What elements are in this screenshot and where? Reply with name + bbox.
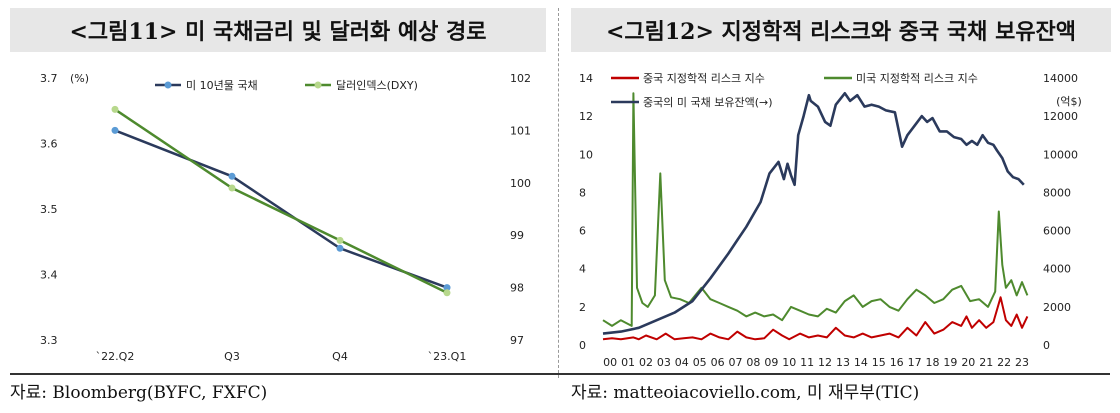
- left-axis-unit: (%): [70, 72, 89, 85]
- x-axis-tick-label: 06: [711, 356, 725, 369]
- x-axis-tick-label: Q3: [224, 350, 240, 363]
- x-axis-tick-label: `23.Q1: [428, 350, 467, 363]
- x-axis-tick-label: 04: [675, 356, 689, 369]
- x-axis-tick-label: 22: [997, 356, 1011, 369]
- legend-label: 미 10년물 국채: [186, 79, 258, 92]
- right-axis-tick-label: 8000: [1043, 186, 1071, 199]
- x-axis-tick-label: 00: [603, 356, 617, 369]
- x-axis-tick-label: 20: [961, 356, 975, 369]
- x-axis-tick-label: 15: [872, 356, 886, 369]
- left-axis-tick-label: 0: [579, 339, 586, 352]
- x-axis-tick-label: 08: [746, 356, 760, 369]
- x-axis-tick-label: 09: [764, 356, 778, 369]
- right-axis-tick-label: 10000: [1043, 148, 1078, 161]
- right-axis-tick-label: 6000: [1043, 225, 1071, 238]
- x-axis-tick-label: 10: [782, 356, 796, 369]
- left-axis-tick-label: 4: [579, 263, 586, 276]
- x-axis-tick-label: 16: [890, 356, 904, 369]
- left-axis-tick-label: 8: [579, 186, 586, 199]
- left-axis-tick-label: 3.7: [40, 72, 58, 85]
- right-axis-tick-label: 97: [510, 334, 524, 347]
- figure-12-source: 자료: matteoiacoviello.com, 미 재무부(TIC): [571, 383, 920, 403]
- figure-11-title: <그림11> 미 국채금리 및 달러화 예상 경로: [10, 8, 546, 52]
- right-axis-tick-label: 2000: [1043, 301, 1071, 314]
- x-axis-tick-label: 21: [979, 356, 993, 369]
- right-axis-unit: (억$): [1056, 95, 1082, 108]
- left-axis-tick-label: 12: [579, 110, 593, 123]
- x-axis-tick-label: 11: [800, 356, 814, 369]
- right-axis-tick-label: 0: [1043, 339, 1050, 352]
- legend-label: 달러인덱스(DXY): [336, 79, 418, 92]
- x-axis-tick-label: 17: [908, 356, 922, 369]
- x-axis-tick-label: 07: [729, 356, 743, 369]
- legend-label: 중국 지정학적 리스크 지수: [643, 72, 765, 85]
- data-point: [111, 105, 119, 113]
- series-line: [114, 108, 448, 294]
- x-axis-tick-label: 14: [854, 356, 868, 369]
- data-point: [336, 244, 344, 252]
- right-axis-tick-label: 100: [510, 177, 531, 190]
- right-axis-tick-label: 98: [510, 282, 524, 295]
- footer-rule: [10, 373, 1110, 375]
- x-axis-tick-label: 05: [693, 356, 707, 369]
- data-point: [228, 184, 236, 192]
- x-axis-tick-label: 01: [621, 356, 635, 369]
- x-axis-tick-label: 13: [836, 356, 850, 369]
- left-axis-tick-label: 2: [579, 301, 586, 314]
- legend-label: 미국 지정학적 리스크 지수: [856, 72, 978, 85]
- panel-divider: [558, 8, 559, 378]
- left-axis-tick-label: 3.4: [40, 269, 58, 282]
- left-axis-tick-label: 6: [579, 225, 586, 238]
- left-axis-tick-label: 10: [579, 148, 593, 161]
- series-line: [602, 91, 1025, 335]
- data-point: [443, 289, 451, 297]
- left-axis-tick-label: 3.3: [40, 334, 58, 347]
- x-axis-tick-label: 12: [818, 356, 832, 369]
- series-line: [602, 296, 1029, 341]
- right-axis-tick-label: 12000: [1043, 110, 1078, 123]
- right-axis-tick-label: 101: [510, 124, 531, 137]
- x-axis-tick-label: 23: [1015, 356, 1029, 369]
- x-axis-tick-label: 03: [657, 356, 671, 369]
- left-axis-tick-label: 3.6: [40, 138, 58, 151]
- series-line: [602, 92, 1029, 327]
- right-axis-tick-label: 14000: [1043, 72, 1078, 85]
- right-axis-tick-label: 4000: [1043, 263, 1071, 276]
- x-axis-tick-label: Q4: [332, 350, 348, 363]
- series-line: [114, 129, 448, 289]
- x-axis-tick-label: 02: [639, 356, 653, 369]
- left-axis-tick-label: 3.5: [40, 203, 58, 216]
- legend-marker: [164, 81, 172, 89]
- legend-marker: [314, 81, 322, 89]
- x-axis-tick-label: 19: [943, 356, 957, 369]
- data-point: [336, 236, 344, 244]
- x-axis-tick-label: 18: [926, 356, 940, 369]
- data-point: [111, 126, 119, 134]
- left-axis-tick-label: 14: [579, 72, 593, 85]
- figure-11-source: 자료: Bloomberg(BYFC, FXFC): [10, 383, 268, 403]
- geopolitical-risk-chart: 0246810121402000400060008000100001200014…: [579, 72, 1082, 369]
- data-point: [443, 284, 451, 292]
- right-axis-tick-label: 99: [510, 229, 524, 242]
- data-point: [228, 172, 236, 180]
- x-axis-tick-label: `22.Q2: [96, 350, 135, 363]
- figure-12-title: <그림12> 지정학적 리스크와 중국 국채 보유잔액: [571, 8, 1111, 52]
- legend-label: 중국의 미 국채 보유잔액(→): [643, 96, 773, 109]
- right-axis-tick-label: 102: [510, 72, 531, 85]
- treasury-dollar-chart: 3.3 3.4 3.5 3.6 3.7 (%) 97 98 99 100 101 102 `22.Q2 Q…: [40, 72, 531, 363]
